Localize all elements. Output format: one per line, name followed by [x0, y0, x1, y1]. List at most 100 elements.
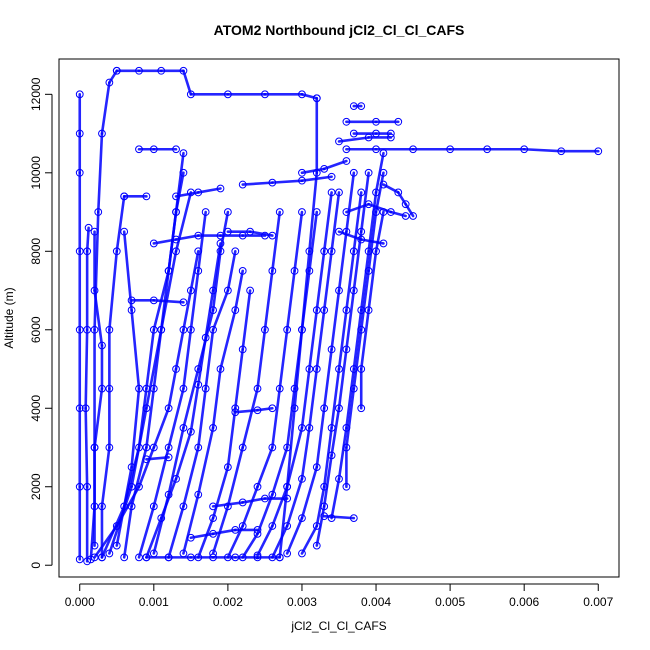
series-35	[238, 208, 321, 562]
data-point	[246, 286, 255, 295]
series-segment	[271, 210, 282, 273]
series-8	[135, 145, 180, 154]
data-point	[298, 208, 306, 216]
series-42	[342, 168, 388, 491]
series-14	[238, 172, 336, 189]
data-point	[135, 553, 143, 562]
data-point	[105, 325, 114, 334]
data-point	[349, 102, 358, 110]
series-3	[90, 66, 121, 550]
data-point	[164, 404, 173, 413]
data-point	[364, 133, 373, 142]
data-point	[357, 404, 366, 413]
series-20	[335, 133, 395, 146]
data-point	[172, 247, 180, 256]
series-segment	[404, 202, 415, 218]
series-1	[81, 223, 93, 566]
series-38	[283, 168, 358, 558]
data-point	[342, 306, 351, 315]
data-point	[268, 178, 277, 187]
data-point	[357, 102, 366, 110]
series-segment	[352, 191, 363, 253]
data-point	[157, 325, 166, 334]
data-point	[305, 267, 314, 275]
series-segment	[285, 269, 296, 332]
series-segment	[322, 348, 333, 410]
series-28	[135, 208, 210, 562]
data-point	[283, 522, 292, 530]
series-segment	[359, 171, 370, 233]
data-point	[120, 192, 129, 201]
series-segment	[300, 524, 319, 555]
data-point	[342, 482, 351, 491]
x-tick-label: 0.003	[287, 595, 317, 609]
chart-title: ATOM2 Northbound jCl2_Cl_Cl_CAFS	[214, 22, 465, 38]
series-31	[179, 267, 247, 558]
series-segment	[308, 308, 319, 371]
data-point	[372, 145, 380, 154]
series-segment	[322, 249, 333, 312]
series-segment	[308, 210, 319, 273]
series-40	[312, 168, 373, 550]
data-point	[594, 147, 603, 156]
data-point	[90, 325, 99, 334]
series-segment	[211, 249, 222, 312]
series-segment	[285, 387, 296, 449]
series-50	[186, 526, 262, 542]
series-segment	[337, 348, 348, 410]
data-point	[83, 557, 92, 566]
series-segment	[315, 406, 326, 469]
series-segment	[219, 210, 230, 253]
x-tick-label: 0.001	[139, 595, 169, 609]
series-segment	[108, 69, 119, 84]
data-point	[320, 306, 329, 315]
series-segment	[300, 175, 333, 182]
series-segment	[196, 516, 215, 559]
data-point	[98, 129, 106, 138]
series-segment	[241, 289, 252, 351]
series-segment	[278, 328, 289, 390]
series-segment	[189, 383, 200, 434]
data-point	[105, 549, 114, 558]
data-point	[357, 365, 366, 373]
data-point	[335, 188, 343, 197]
data-point	[194, 188, 203, 197]
series-segment	[130, 406, 148, 489]
data-point	[298, 176, 306, 185]
data-point	[164, 267, 173, 275]
series-segment	[182, 289, 193, 332]
data-point	[342, 157, 351, 165]
series-segment	[315, 308, 326, 371]
data-point	[238, 443, 247, 452]
data-point	[142, 443, 151, 452]
data-point	[127, 502, 136, 511]
series-43	[357, 208, 388, 413]
data-point	[94, 208, 103, 216]
data-point	[194, 380, 203, 389]
series-segment	[337, 230, 363, 241]
data-point	[149, 443, 158, 452]
series-segment	[330, 367, 341, 430]
data-point	[261, 90, 269, 99]
data-point	[112, 66, 121, 75]
series-segment	[152, 299, 185, 304]
data-point	[261, 325, 269, 334]
data-point	[298, 514, 306, 523]
data-point	[179, 325, 188, 334]
series-segment	[137, 505, 156, 559]
series-segment	[182, 493, 200, 555]
series-segment	[285, 426, 304, 489]
data-point	[83, 325, 92, 334]
series-33	[209, 208, 284, 558]
series-segment	[337, 230, 348, 292]
series-segment	[93, 210, 100, 332]
data-point	[379, 149, 388, 158]
series-segment	[359, 249, 370, 312]
series-segment	[359, 269, 370, 332]
series-segment	[167, 505, 185, 559]
data-point	[327, 451, 336, 460]
data-point	[105, 384, 114, 393]
data-point	[357, 325, 366, 334]
data-point	[164, 553, 173, 562]
series-27	[112, 227, 143, 550]
